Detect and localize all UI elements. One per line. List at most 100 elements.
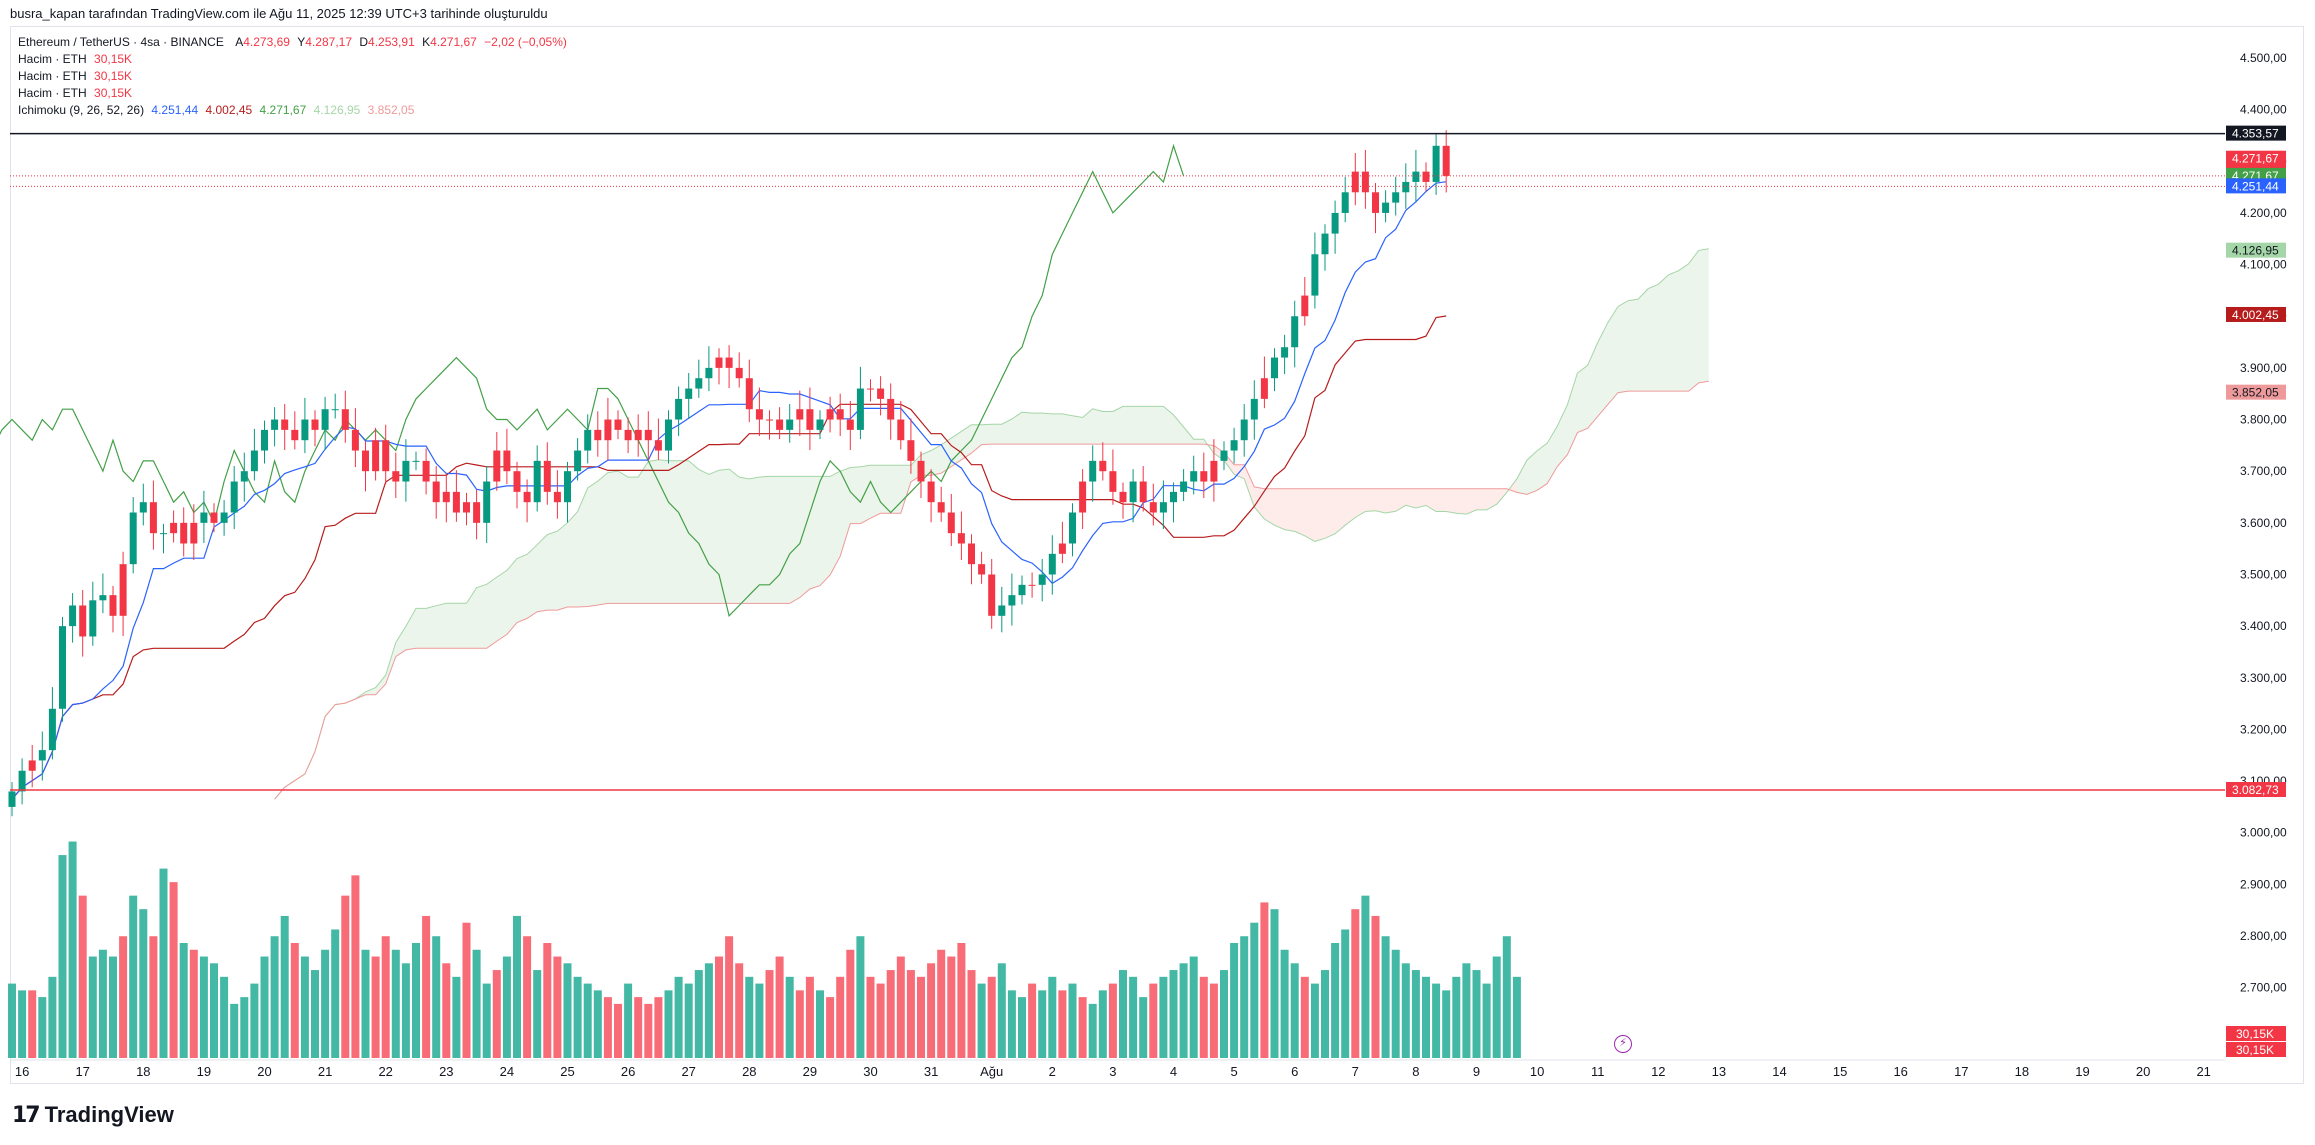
volume-bar — [28, 990, 37, 1058]
x-axis-tick-label: 3 — [1109, 1064, 1116, 1079]
ichimoku-cloud-segment — [708, 470, 719, 604]
ichimoku-cloud-segment — [385, 642, 396, 684]
ichimoku-cloud-segment — [1597, 322, 1608, 417]
y-axis-tick-label: 4.200,00 — [2240, 206, 2287, 220]
ichimoku-cloud-segment — [1668, 270, 1679, 392]
ichimoku-cloud-segment — [446, 603, 457, 649]
ichimoku-cloud-segment — [1314, 488, 1325, 542]
volume-bar — [1179, 963, 1188, 1058]
ichimoku-cloud-segment — [1335, 488, 1346, 534]
bolt-icon[interactable]: ⚡ — [1614, 1035, 1632, 1053]
candle-body — [1008, 595, 1016, 606]
ichimoku-cloud-segment — [991, 424, 1002, 445]
volume-bar — [1351, 909, 1360, 1058]
volume-bar — [775, 956, 784, 1058]
candle-body — [1099, 460, 1107, 472]
ichimoku-cloud-segment — [1092, 408, 1103, 445]
legend-volume-row[interactable]: Hacim · ETH 30,15K — [18, 51, 567, 68]
volume-bar — [1341, 929, 1350, 1058]
volume-bar — [765, 970, 774, 1058]
volume-bar — [725, 936, 734, 1058]
volume-bar — [412, 943, 420, 1058]
ichimoku-cloud-segment — [1577, 365, 1588, 433]
volume-bar — [210, 963, 218, 1058]
ichimoku-cloud-segment — [1385, 488, 1396, 514]
volume-bar — [674, 976, 683, 1058]
volume-bar — [967, 970, 976, 1058]
volume-bar — [452, 976, 461, 1058]
candle-body — [947, 512, 955, 534]
candle-body — [1291, 316, 1299, 348]
ichimoku-cloud-segment — [1294, 488, 1305, 536]
volume-bar — [644, 1003, 653, 1058]
candle-body — [725, 357, 733, 368]
candle-body — [210, 512, 218, 523]
ichimoku-cloud-segment — [941, 438, 952, 474]
candle-body — [523, 491, 531, 503]
volume-bar — [290, 943, 299, 1058]
legend-volume-label: Hacim · ETH — [18, 52, 87, 66]
ichimoku-cloud-segment — [1062, 413, 1073, 445]
candle-body — [503, 450, 511, 472]
candle-body — [1442, 145, 1450, 176]
candle-body — [978, 564, 986, 575]
volume-bar — [149, 936, 158, 1058]
volume-bar — [866, 976, 875, 1058]
candle-body — [1311, 254, 1319, 296]
candle-body — [604, 419, 612, 441]
candle-body — [1129, 481, 1137, 503]
legend-ichimoku-span-b: 3.852,05 — [367, 103, 415, 117]
tradingview-logo-icon: 𝟭𝟳 — [12, 1102, 41, 1127]
volume-bar — [492, 970, 501, 1058]
candle-body — [1392, 192, 1400, 203]
legend-change: −2,02 (−0,05%) — [484, 35, 567, 49]
legend-high-value: 4.287,17 — [305, 35, 353, 49]
volume-bar — [1270, 909, 1279, 1058]
tradingview-logo[interactable]: 𝟭𝟳 TradingView — [12, 1102, 174, 1128]
candle-body — [1139, 481, 1147, 503]
legend-volume-row[interactable]: Hacim · ETH 30,15K — [18, 85, 567, 102]
legend-symbol-row: Ethereum / TetherUS · 4sa · BINANCE A4.2… — [18, 34, 567, 51]
candle-body — [220, 512, 228, 523]
price-tag-label: 4.126,95 — [2232, 244, 2279, 258]
price-tag-label: 4.353,57 — [2232, 127, 2279, 141]
ichimoku-cloud-segment — [759, 476, 770, 604]
volume-bar — [280, 915, 289, 1058]
candle-body — [119, 564, 127, 616]
y-axis-tick-label: 3.400,00 — [2240, 619, 2287, 633]
ichimoku-cloud-segment — [587, 481, 598, 607]
x-axis-tick-label: 14 — [1772, 1064, 1786, 1079]
ichimoku-cloud-segment — [1527, 450, 1538, 495]
candle-body — [271, 419, 279, 430]
volume-bar — [38, 997, 47, 1058]
volume-bar — [1321, 970, 1329, 1058]
y-axis-tick-label: 3.900,00 — [2240, 361, 2287, 375]
legend-volume-row[interactable]: Hacim · ETH 30,15K — [18, 68, 567, 85]
candle-body — [1069, 512, 1076, 544]
candle-body — [1058, 543, 1066, 554]
ichimoku-cloud-segment — [1698, 248, 1709, 383]
volume-bar — [1300, 976, 1309, 1058]
volume-bar — [321, 949, 330, 1058]
candle-body — [1180, 481, 1188, 492]
volume-bar — [391, 949, 400, 1058]
candle-body — [59, 626, 66, 709]
price-tag-bg — [2226, 125, 2286, 141]
volume-bar — [1361, 895, 1370, 1058]
legend-ichimoku-row[interactable]: Ichimoku (9, 26, 52, 26) 4.251,44 4.002,… — [18, 102, 567, 119]
candle-body — [917, 460, 925, 482]
volume-bar — [1310, 983, 1319, 1058]
x-axis-tick-label: 31 — [924, 1064, 938, 1079]
ichimoku-cloud-segment — [496, 570, 507, 642]
ichimoku-cloud-segment — [1345, 488, 1356, 526]
legend-volume-value: 30,15K — [94, 52, 133, 66]
candle-body — [745, 378, 753, 410]
candle-body — [867, 388, 874, 390]
candle-body — [533, 460, 541, 503]
volume-bar — [482, 983, 491, 1058]
candle-body — [1271, 357, 1278, 379]
volume-bar — [139, 909, 148, 1058]
legend-symbol[interactable]: Ethereum / TetherUS · 4sa · BINANCE — [18, 35, 224, 49]
candle-body — [1170, 491, 1177, 503]
